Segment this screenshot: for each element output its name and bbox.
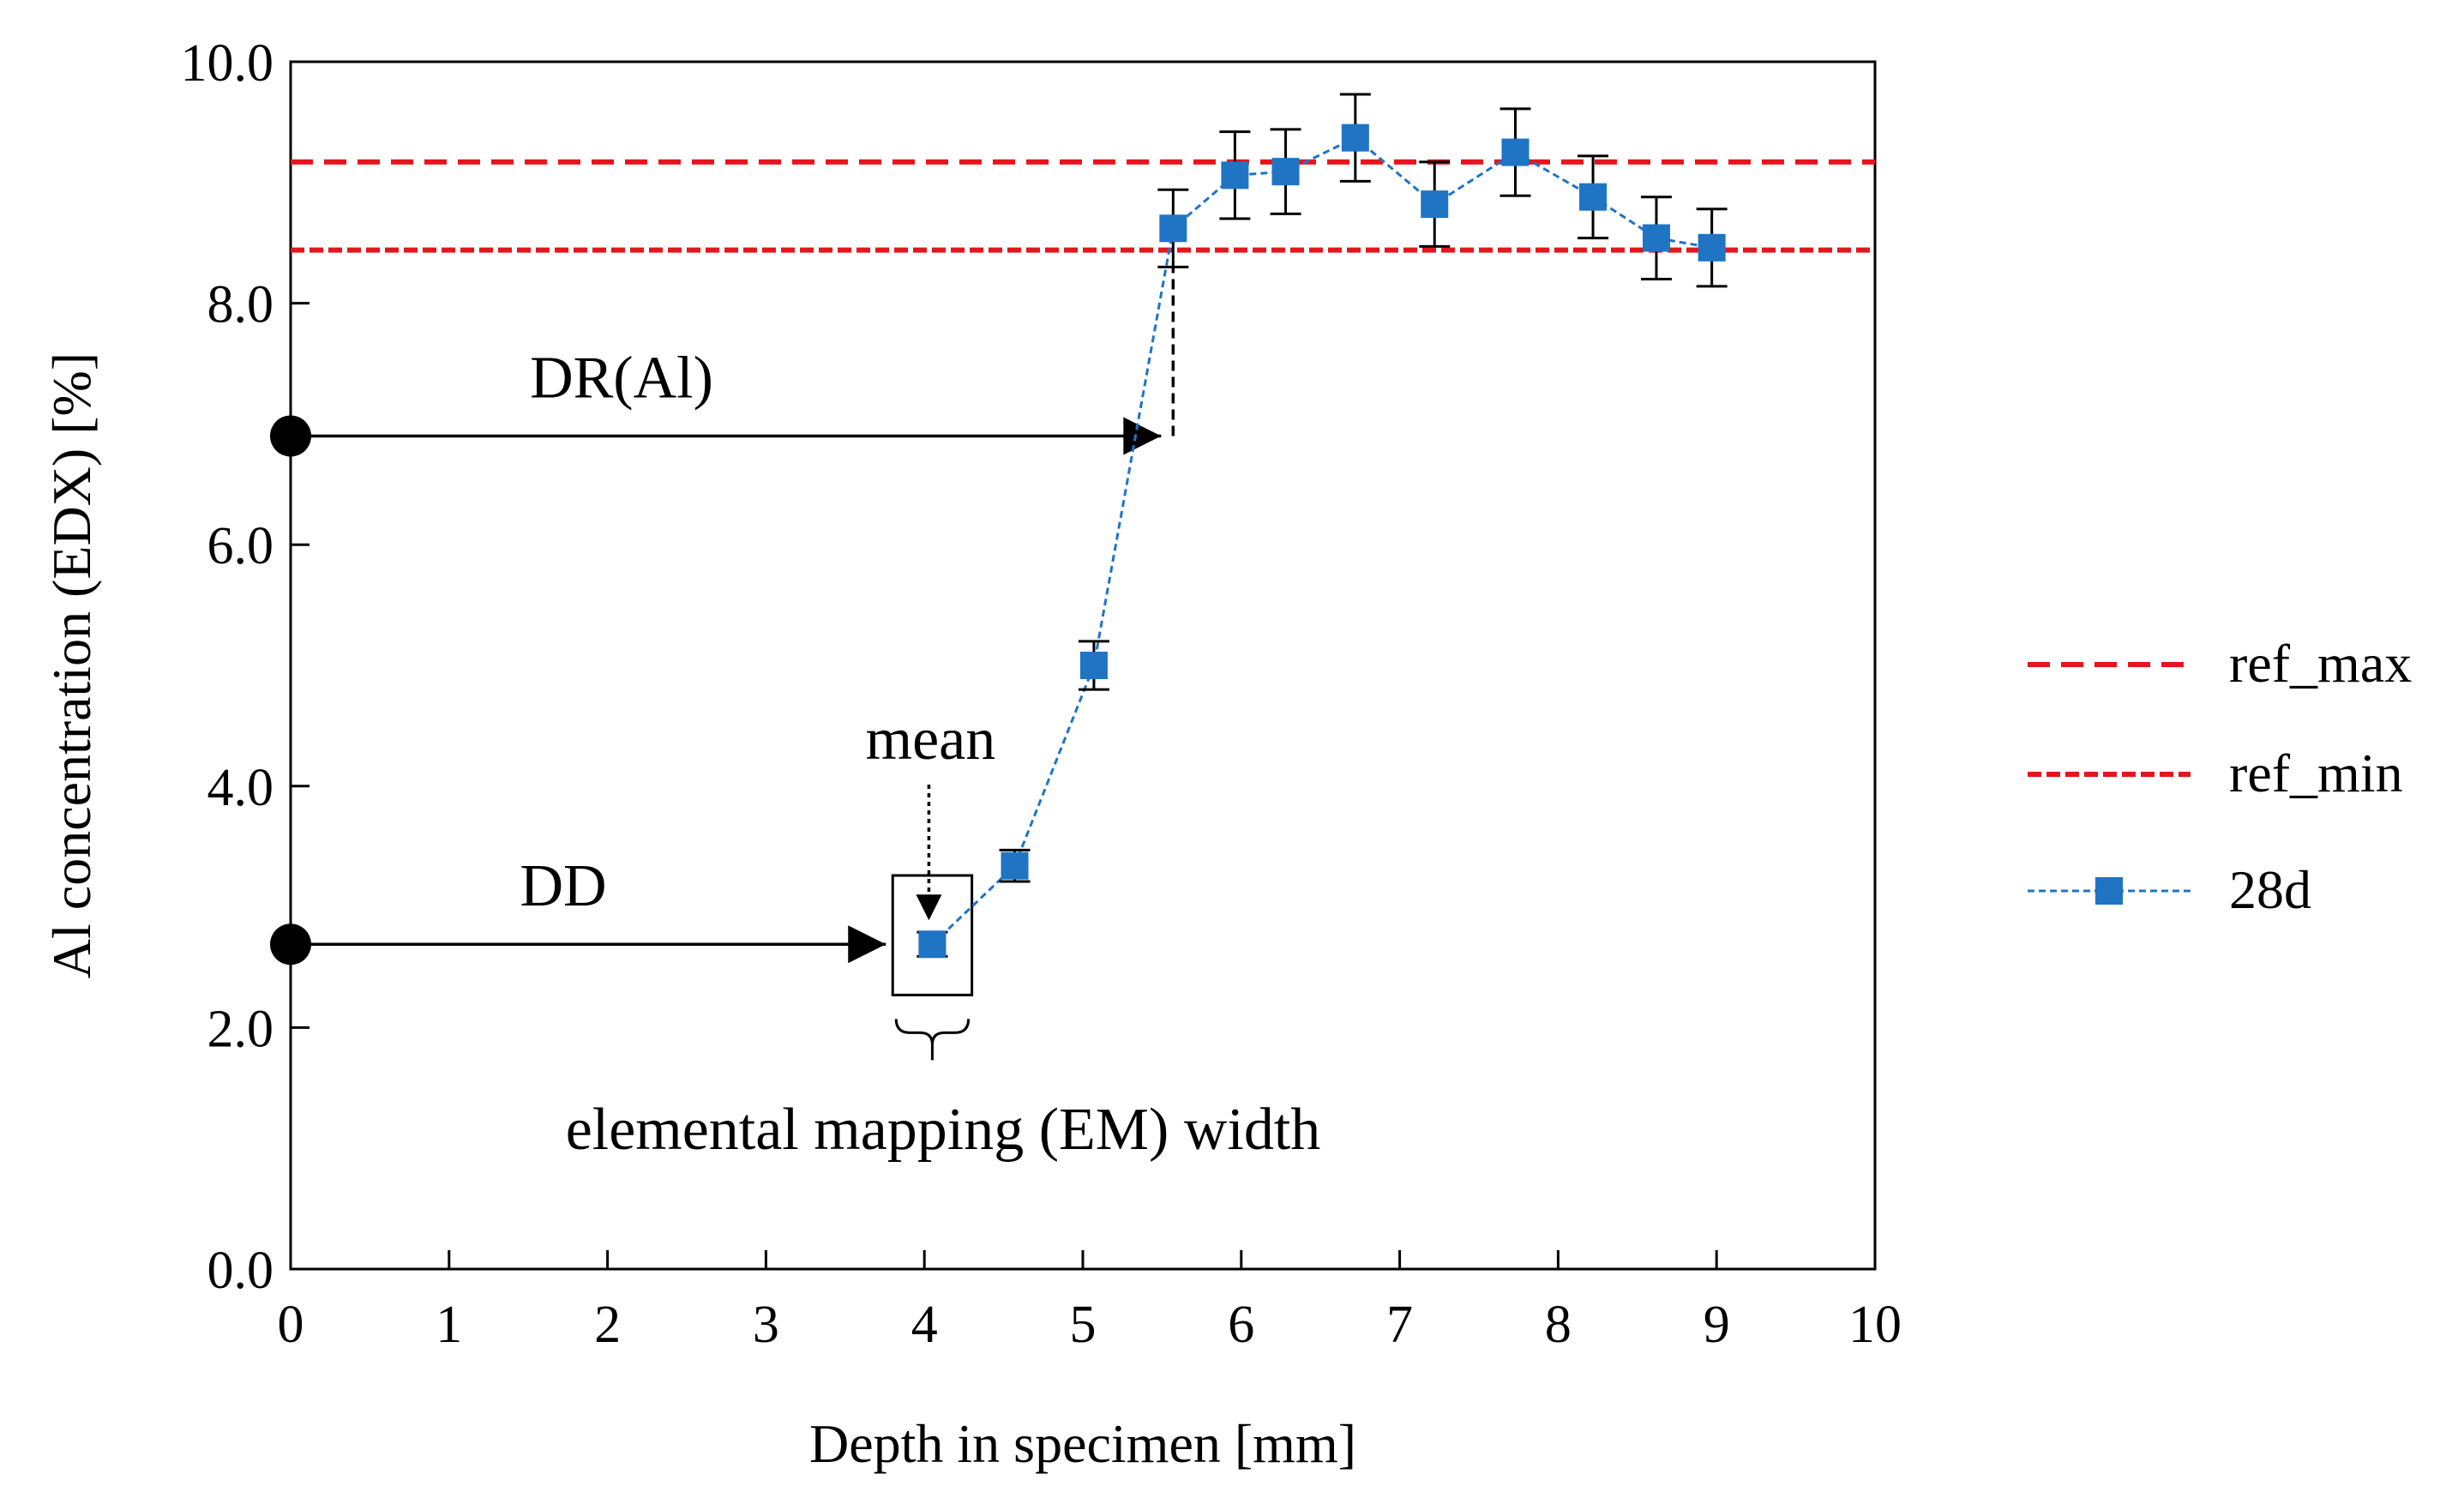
legend-label-ref_min: ref_min (2229, 743, 2403, 803)
x-tick-label: 10 (1848, 1296, 1902, 1354)
x-tick-label: 6 (1228, 1296, 1254, 1354)
dd-label: DD (520, 853, 606, 919)
em-brace (894, 1019, 971, 1045)
x-tick-label: 8 (1545, 1296, 1572, 1354)
data-point (1421, 190, 1449, 219)
data-point (1271, 158, 1300, 186)
x-tick-label: 4 (911, 1296, 938, 1354)
data-point (1698, 233, 1726, 262)
x-tick-label: 0 (278, 1296, 304, 1354)
data-point (1642, 224, 1670, 252)
x-tick-label: 9 (1704, 1296, 1730, 1354)
x-tick-label: 1 (436, 1296, 462, 1354)
data-point (1221, 161, 1249, 190)
legend-label-28d: 28d (2229, 859, 2311, 920)
data-point (1501, 138, 1529, 166)
mean-label: mean (866, 707, 996, 773)
data-point (1159, 214, 1187, 243)
y-axis-title: Al concentration (EDX) [%] (41, 352, 102, 978)
x-tick-label: 3 (753, 1296, 779, 1354)
data-point (1079, 652, 1108, 679)
em-box (891, 874, 974, 996)
x-tick-label: 5 (1070, 1296, 1097, 1354)
x-tick-label: 7 (1386, 1296, 1413, 1354)
data-point (1579, 183, 1608, 211)
legend-marker-28d (2095, 877, 2123, 905)
y-tick-label: 2.0 (207, 1000, 274, 1058)
y-tick-label: 6.0 (207, 517, 274, 575)
dr-label: DR(Al) (530, 345, 713, 411)
y-tick-label: 8.0 (207, 276, 274, 334)
legend-label-ref_max: ref_max (2229, 633, 2412, 694)
series-line-28d (931, 135, 1712, 946)
data-point (1001, 851, 1029, 880)
y-tick-label: 4.0 (207, 759, 274, 817)
y-tick-label: 10.0 (181, 34, 274, 93)
y-tick-label: 0.0 (207, 1242, 274, 1300)
x-axis-title: Depth in specimen [mm] (809, 1413, 1356, 1474)
em-width-label: elemental mapping (EM) width (566, 1097, 1321, 1163)
data-point (918, 930, 947, 959)
data-point (1341, 123, 1369, 152)
x-tick-label: 2 (594, 1296, 621, 1354)
